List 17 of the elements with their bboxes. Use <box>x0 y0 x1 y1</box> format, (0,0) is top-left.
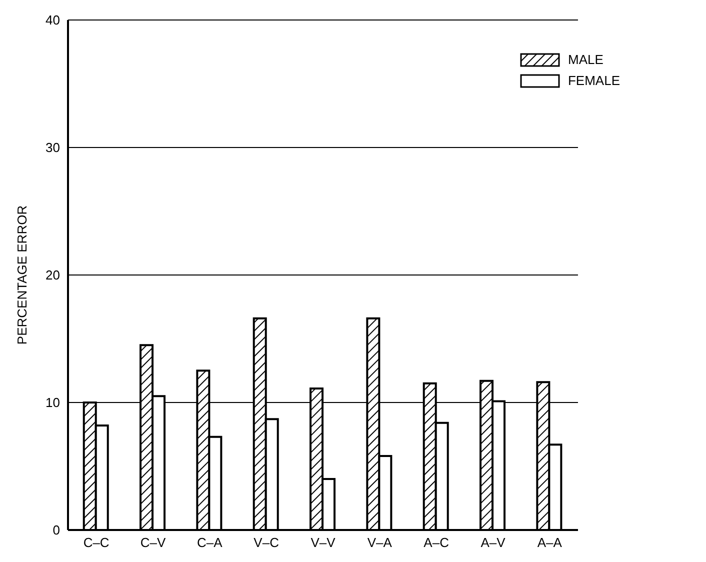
y-tick-label: 30 <box>46 140 60 156</box>
y-tick-label: 40 <box>46 12 60 28</box>
x-tick-label: C–A <box>197 535 223 550</box>
x-tick-label: A–V <box>480 535 506 550</box>
legend-label: FEMALE <box>568 73 620 88</box>
y-tick-label: 20 <box>46 268 60 283</box>
y-tick-label: 0 <box>52 522 60 538</box>
x-tick-label: A–A <box>537 535 562 550</box>
y-tick-label: 10 <box>46 395 60 410</box>
x-tick-label: V–A <box>367 535 392 550</box>
legend-label: MALE <box>568 52 604 67</box>
x-tick-label: C–V <box>140 535 166 550</box>
x-tick-label: C–C <box>83 535 110 550</box>
x-tick-label: V–C <box>254 535 279 550</box>
x-tick-label: A–C <box>424 535 449 550</box>
x-tick-label: V–V <box>310 535 336 550</box>
y-axis-title: PERCENTAGE ERROR <box>14 205 30 345</box>
